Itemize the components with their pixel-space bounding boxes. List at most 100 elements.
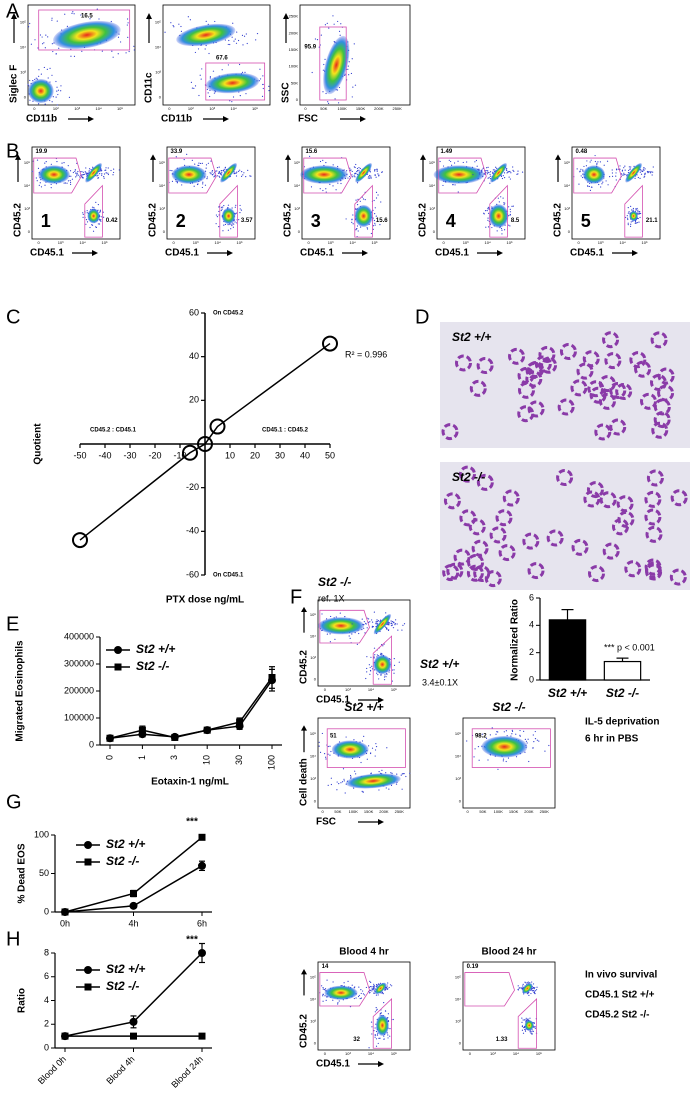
event-dot [402,789,403,790]
density [324,986,357,1000]
event-dot [623,173,624,174]
event-dot [49,100,50,101]
event-dot [221,209,222,210]
y-tick-label: 0 [568,229,571,234]
event-dot [375,1037,376,1038]
event-dot [490,734,491,735]
event-dot [631,221,632,222]
legend-label: St2 -/- [106,854,139,868]
y-tick-label: 10⁵ [155,20,161,25]
event-dot [374,612,375,613]
event-dot [333,164,334,165]
event-dot [209,96,210,97]
event-dot [357,644,358,645]
y-tick-label: 10³ [294,206,300,211]
event-dot [381,770,382,771]
event-dot [173,26,174,27]
event-dot [382,992,383,993]
event-dot [194,164,195,165]
y-tick-label: -20 [186,482,199,492]
event-dot [354,43,355,44]
density [300,165,348,183]
arrow-head [362,250,368,256]
event-dot [641,174,642,175]
event-dot [497,230,498,231]
event-dot [221,210,222,211]
event-dot [323,70,324,71]
event-dot [332,1000,333,1001]
event-dot [638,222,639,223]
y-tick-label: 10³ [310,776,316,781]
event-dot [202,187,203,188]
event-dot [91,224,92,225]
density [318,617,364,634]
event-dot [101,173,102,174]
event-dot [198,48,199,49]
panel-letter: C [6,306,20,328]
event-dot [236,212,237,213]
event-dot [531,1031,532,1032]
y-tick-label: 10⁴ [24,183,30,188]
event-dot [508,225,509,226]
event-dot [366,656,367,657]
event-dot [72,179,73,180]
density [373,655,391,674]
x-tick-label: -40 [98,450,111,460]
gate-value: 51 [330,734,337,740]
event-dot [369,981,370,982]
event-dot [345,792,346,793]
event-dot [503,175,504,176]
event-dot [99,223,100,224]
y-tick-label: 400000 [64,631,94,641]
event-dot [381,653,382,654]
event-dot [89,227,90,228]
event-dot [106,172,107,173]
event-dot [321,985,322,986]
event-dot [337,781,338,782]
series-line [110,680,272,738]
event-dot [396,774,397,775]
event-dot [504,177,505,178]
event-dot [249,175,250,176]
data-point [130,1033,137,1040]
event-dot [463,162,464,163]
event-dot [325,758,326,759]
arrow-head [360,116,366,122]
event-dot [401,629,402,630]
y-tick-label: 10³ [455,776,461,781]
event-dot [389,1028,390,1029]
event-dot [612,176,613,177]
event-dot [29,23,30,24]
event-dot [170,170,171,171]
event-dot [29,100,30,101]
event-dot [239,205,240,206]
event-dot [324,995,325,996]
event-dot [331,778,332,779]
y-tick-label: 10⁵ [455,731,461,736]
event-dot [624,174,625,175]
y-tick-label: 10⁴ [310,996,316,1001]
event-dot [524,982,525,983]
x-tick-label: 10 [225,450,235,460]
event-dot [517,171,518,172]
density [629,211,638,221]
event-dot [181,184,182,185]
event-dot [510,209,511,210]
flow-frame [318,718,410,808]
arrow-head [301,969,307,974]
event-dot [354,176,355,177]
event-dot [343,768,344,769]
event-dot [615,172,616,173]
y-tick-label: 10⁴ [20,45,26,50]
event-dot [492,727,493,728]
event-dot [216,223,217,224]
event-dot [355,773,356,774]
y-tick-label: 0 [433,229,436,234]
event-dot [235,205,236,206]
y-tick-label: -60 [186,569,199,579]
event-dot [205,185,206,186]
event-dot [103,176,104,177]
event-dot [358,230,359,231]
event-dot [232,207,233,208]
event-dot [503,202,504,203]
